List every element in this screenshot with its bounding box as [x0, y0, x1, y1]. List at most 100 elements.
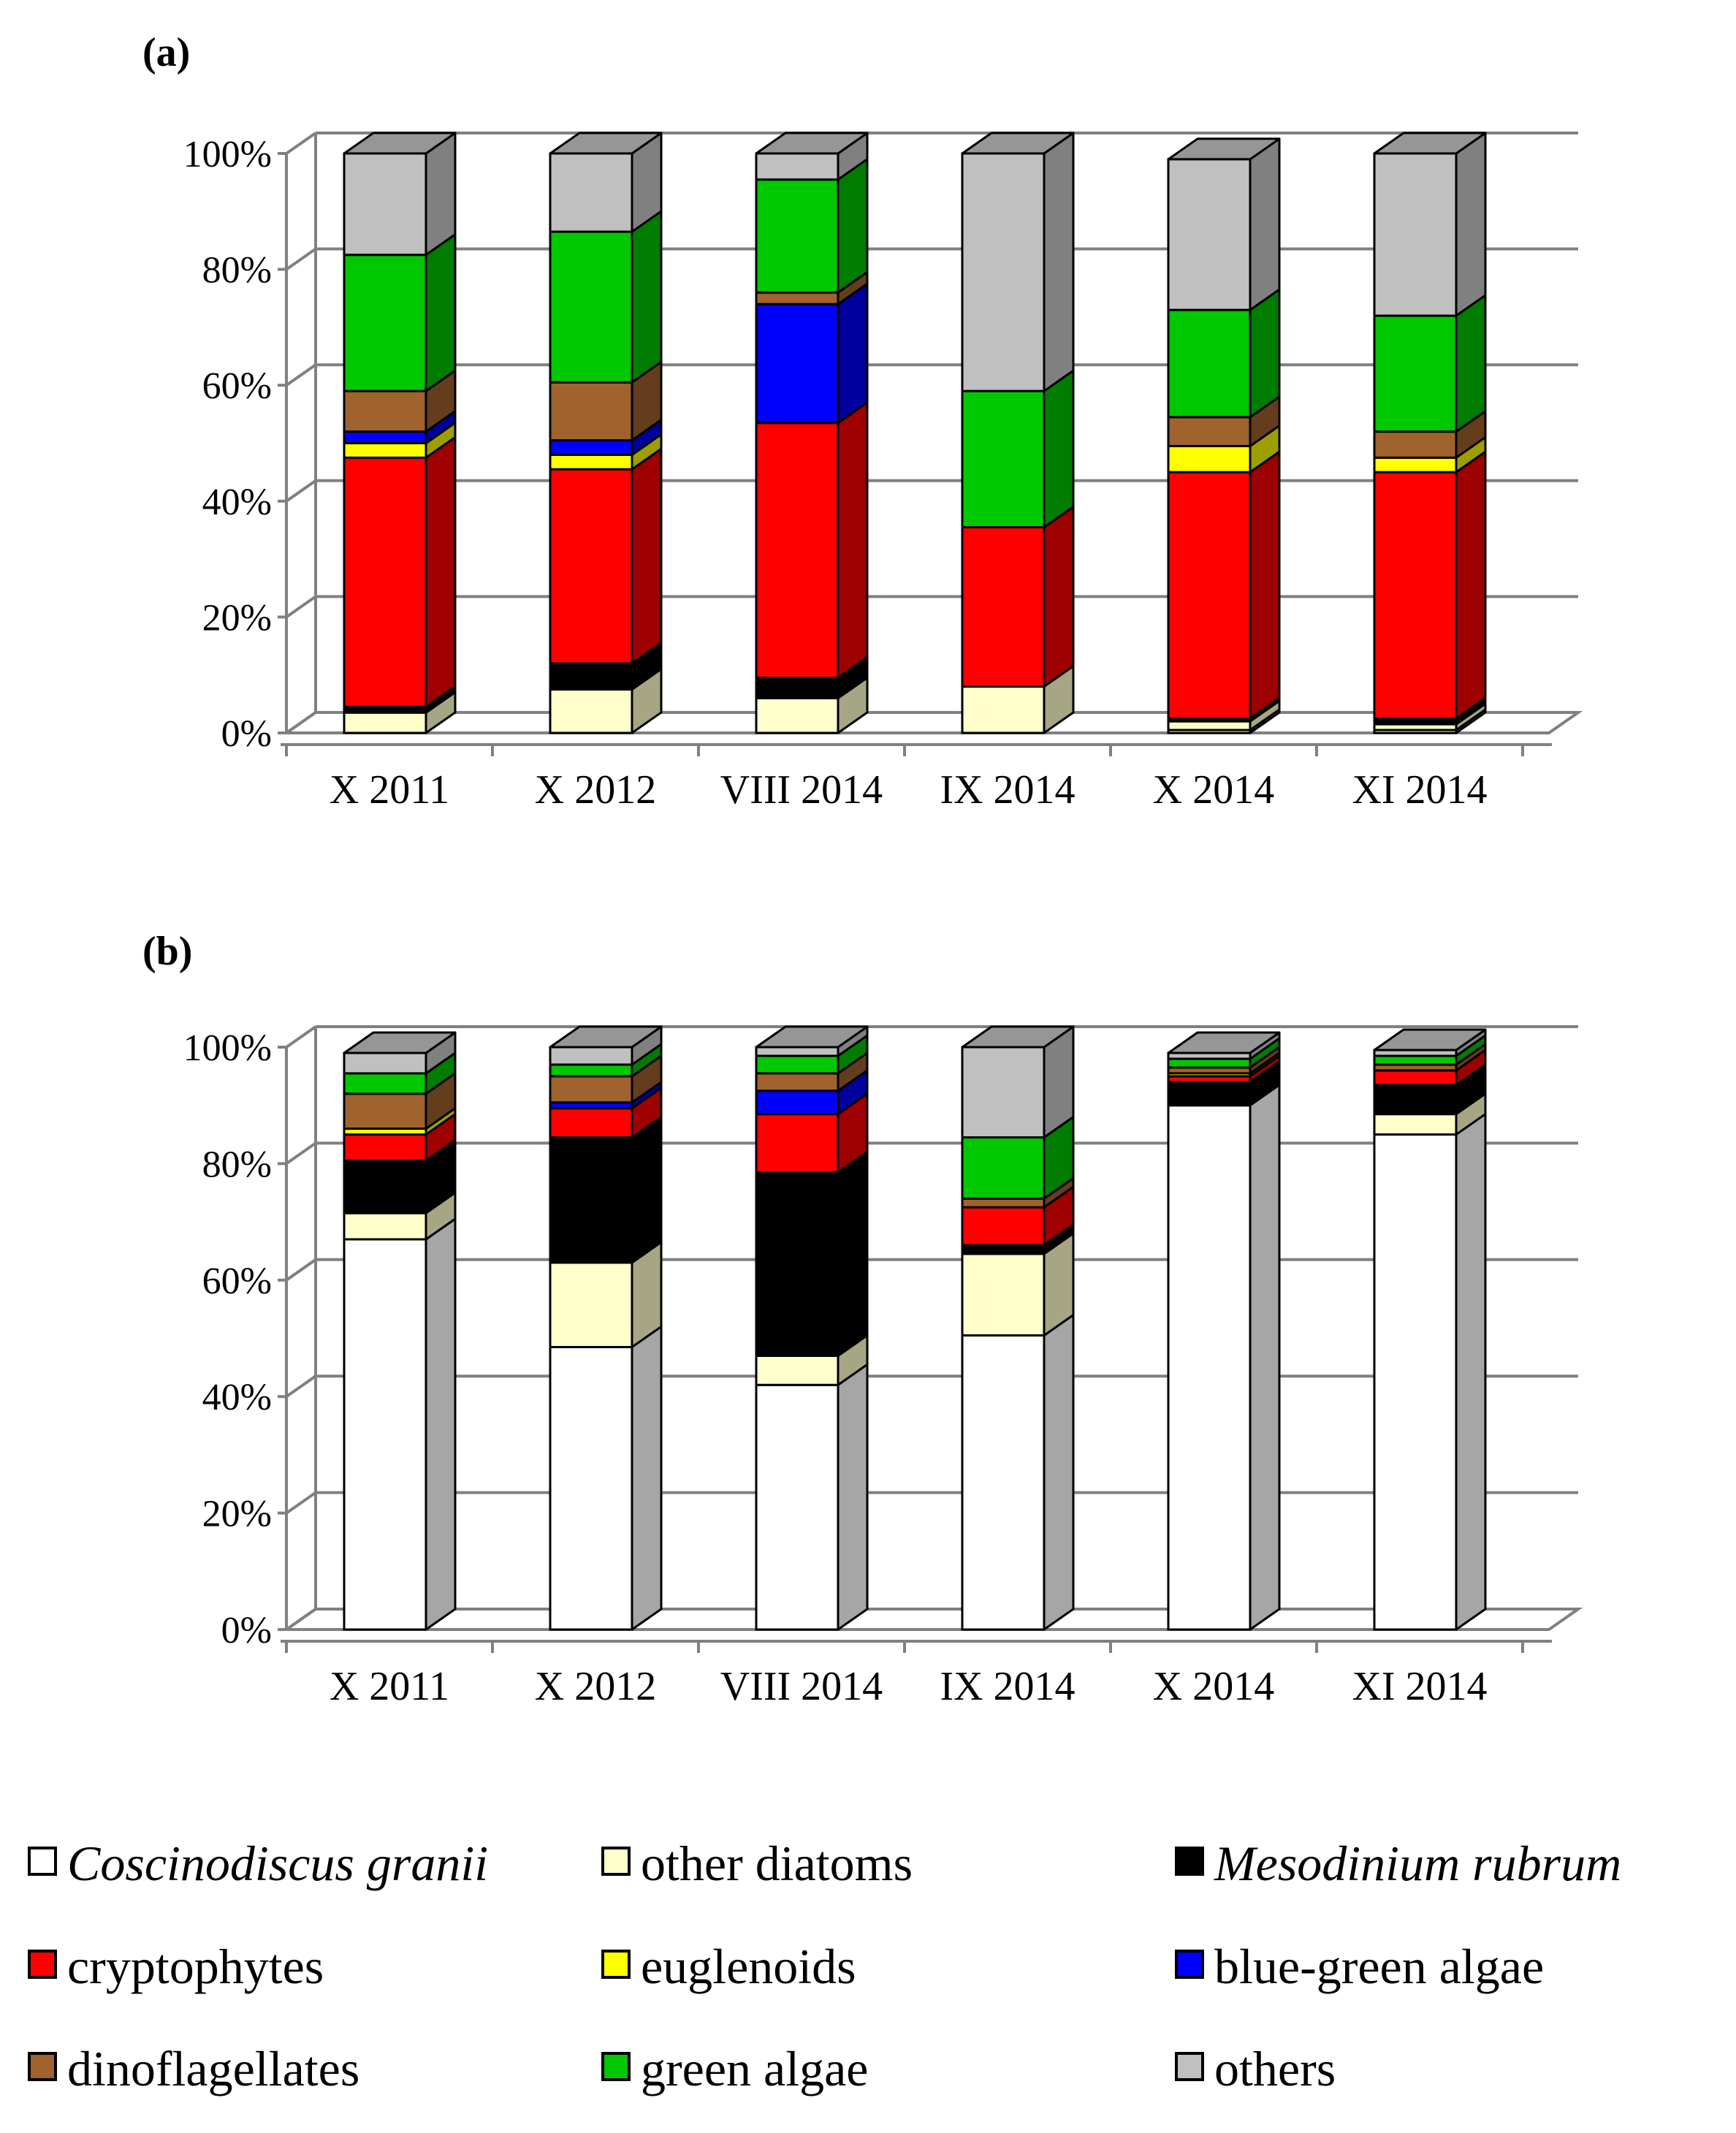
bar-other-diatoms	[755, 1354, 840, 1386]
bar-others	[343, 1052, 427, 1075]
bar-coscinodiscus-granii	[755, 1383, 840, 1631]
bar-dinoflagellates	[343, 389, 427, 433]
bar-mesodinium-rubrum	[1167, 1081, 1252, 1107]
legend-label: Coscinodiscus granii	[67, 1836, 488, 1891]
legend-swatch	[1175, 2052, 1204, 2081]
bar-cryptophytes	[549, 1107, 633, 1139]
bar-mesodinium-rubrum	[755, 1171, 840, 1357]
y-tick-label: 60%	[202, 1261, 272, 1302]
bar-cryptophytes	[343, 1133, 427, 1162]
y-tick-label: 0%	[221, 1610, 272, 1651]
bar-other-diatoms	[1167, 720, 1252, 731]
bar-side-mesodinium-rubrum	[631, 1116, 663, 1264]
legend-item-others: others	[1175, 2041, 1336, 2096]
gridline-side	[285, 1025, 317, 1049]
bar-top	[1167, 137, 1281, 161]
y-tick-label: 100%	[183, 1027, 272, 1069]
x-tick-label: XI 2014	[1352, 1664, 1487, 1709]
bar-others	[343, 152, 427, 256]
x-tick-label: VIII 2014	[720, 1664, 883, 1709]
bar-other-diatoms	[1373, 1113, 1458, 1136]
gridline-side	[285, 479, 317, 503]
bar-green-algae	[343, 254, 427, 392]
gridline-side	[285, 595, 317, 619]
bar-green-algae	[1167, 1057, 1252, 1069]
panel-a-chart: (a) 0% 20% 40% 60% 80% 100% X 2011 X 2012 VIII 20…	[142, 30, 1583, 813]
x-tick-label: XI 2014	[1352, 767, 1487, 813]
x-tick-label: X 2014	[1153, 767, 1274, 813]
bar-top	[961, 1025, 1075, 1049]
gridline-side	[285, 132, 317, 155]
bar-green-algae	[549, 1063, 633, 1078]
bar-green-algae	[961, 1136, 1046, 1200]
gridline-side	[285, 1141, 317, 1166]
y-tick-label: 80%	[202, 250, 272, 292]
bar-side-blue-green-algae	[837, 282, 869, 425]
panel-b-label: (b)	[142, 929, 192, 974]
bar-dinoflagellates	[1373, 430, 1458, 459]
gridline-side	[285, 363, 317, 387]
floor	[281, 711, 1583, 734]
bar-side-cryptophytes	[1043, 505, 1075, 688]
legend-label: others	[1214, 2041, 1336, 2096]
bar-others	[961, 152, 1046, 392]
legend-swatch	[28, 1847, 57, 1876]
legend-swatch	[601, 1950, 631, 1979]
gridline-side	[285, 247, 317, 271]
bar-side-cryptophytes	[1249, 450, 1281, 720]
bar-top	[961, 132, 1075, 155]
bar-others	[755, 1046, 840, 1057]
bar-side-coscinodiscus-granii	[1043, 1314, 1075, 1631]
x-tick-label: IX 2014	[940, 1664, 1075, 1709]
legend-item-green-algae: green algae	[601, 2041, 868, 2096]
bar-cryptophytes	[1167, 471, 1252, 720]
bar-side-others	[1455, 132, 1487, 317]
bar-side-cryptophytes	[631, 447, 663, 665]
bar-coscinodiscus-granii	[1167, 1104, 1252, 1631]
y-tick-label: 40%	[202, 482, 272, 523]
bar-mesodinium-rubrum	[755, 677, 840, 699]
bar-stack-ix-2014	[961, 1025, 1075, 1631]
x-tick-label: X 2011	[330, 767, 449, 813]
bar-stack-xi-2014	[1373, 132, 1487, 734]
bar-dinoflagellates	[343, 1092, 427, 1130]
bar-coscinodiscus-granii	[343, 1238, 427, 1631]
bar-others	[1167, 158, 1252, 311]
y-tick-label: 20%	[202, 1494, 272, 1535]
bar-euglenoids	[1373, 456, 1458, 474]
y-tick-label: 80%	[202, 1144, 272, 1185]
legend-item-blue-green-algae: blue-green algae	[1175, 1939, 1544, 1994]
bar-side-green-algae	[1249, 288, 1281, 419]
bar-top	[549, 1025, 663, 1049]
bar-green-algae	[1373, 314, 1458, 433]
bar-others	[549, 1046, 633, 1066]
bar-blue-green-algae	[549, 439, 633, 456]
legend-item-mesodinium-rubrum: Mesodinium rubrum	[1175, 1836, 1621, 1891]
bar-coscinodiscus-granii	[1373, 1133, 1458, 1631]
legend-item-other-diatoms: other diatoms	[601, 1836, 913, 1891]
bar-other-diatoms	[343, 1212, 427, 1241]
bar-other-diatoms	[961, 685, 1046, 734]
bar-dinoflagellates	[549, 381, 633, 442]
bar-mesodinium-rubrum	[961, 1244, 1046, 1255]
bar-cryptophytes	[1373, 471, 1458, 720]
bar-green-algae	[755, 178, 840, 294]
bar-green-algae	[961, 389, 1046, 528]
legend-swatch	[601, 2052, 631, 2081]
bar-stack-x-2011	[343, 132, 457, 734]
bar-cryptophytes	[549, 468, 633, 665]
bar-stack-x-2012	[549, 1025, 663, 1631]
bar-top	[1167, 1031, 1281, 1054]
bar-other-diatoms	[961, 1252, 1046, 1337]
legend: Coscinodiscus granii other diatoms Mesodin…	[28, 1836, 1621, 2096]
bar-mesodinium-rubrum	[549, 662, 633, 691]
legend-swatch	[28, 1950, 57, 1979]
x-tick-label: X 2012	[535, 767, 656, 813]
bar-others	[755, 152, 840, 181]
bar-side-green-algae	[837, 158, 869, 294]
legend-item-coscinodiscus-granii: Coscinodiscus granii	[28, 1836, 488, 1891]
bar-top	[1373, 1028, 1487, 1052]
bar-green-algae	[1167, 308, 1252, 419]
bar-top	[343, 132, 457, 155]
bar-cryptophytes	[343, 456, 427, 708]
